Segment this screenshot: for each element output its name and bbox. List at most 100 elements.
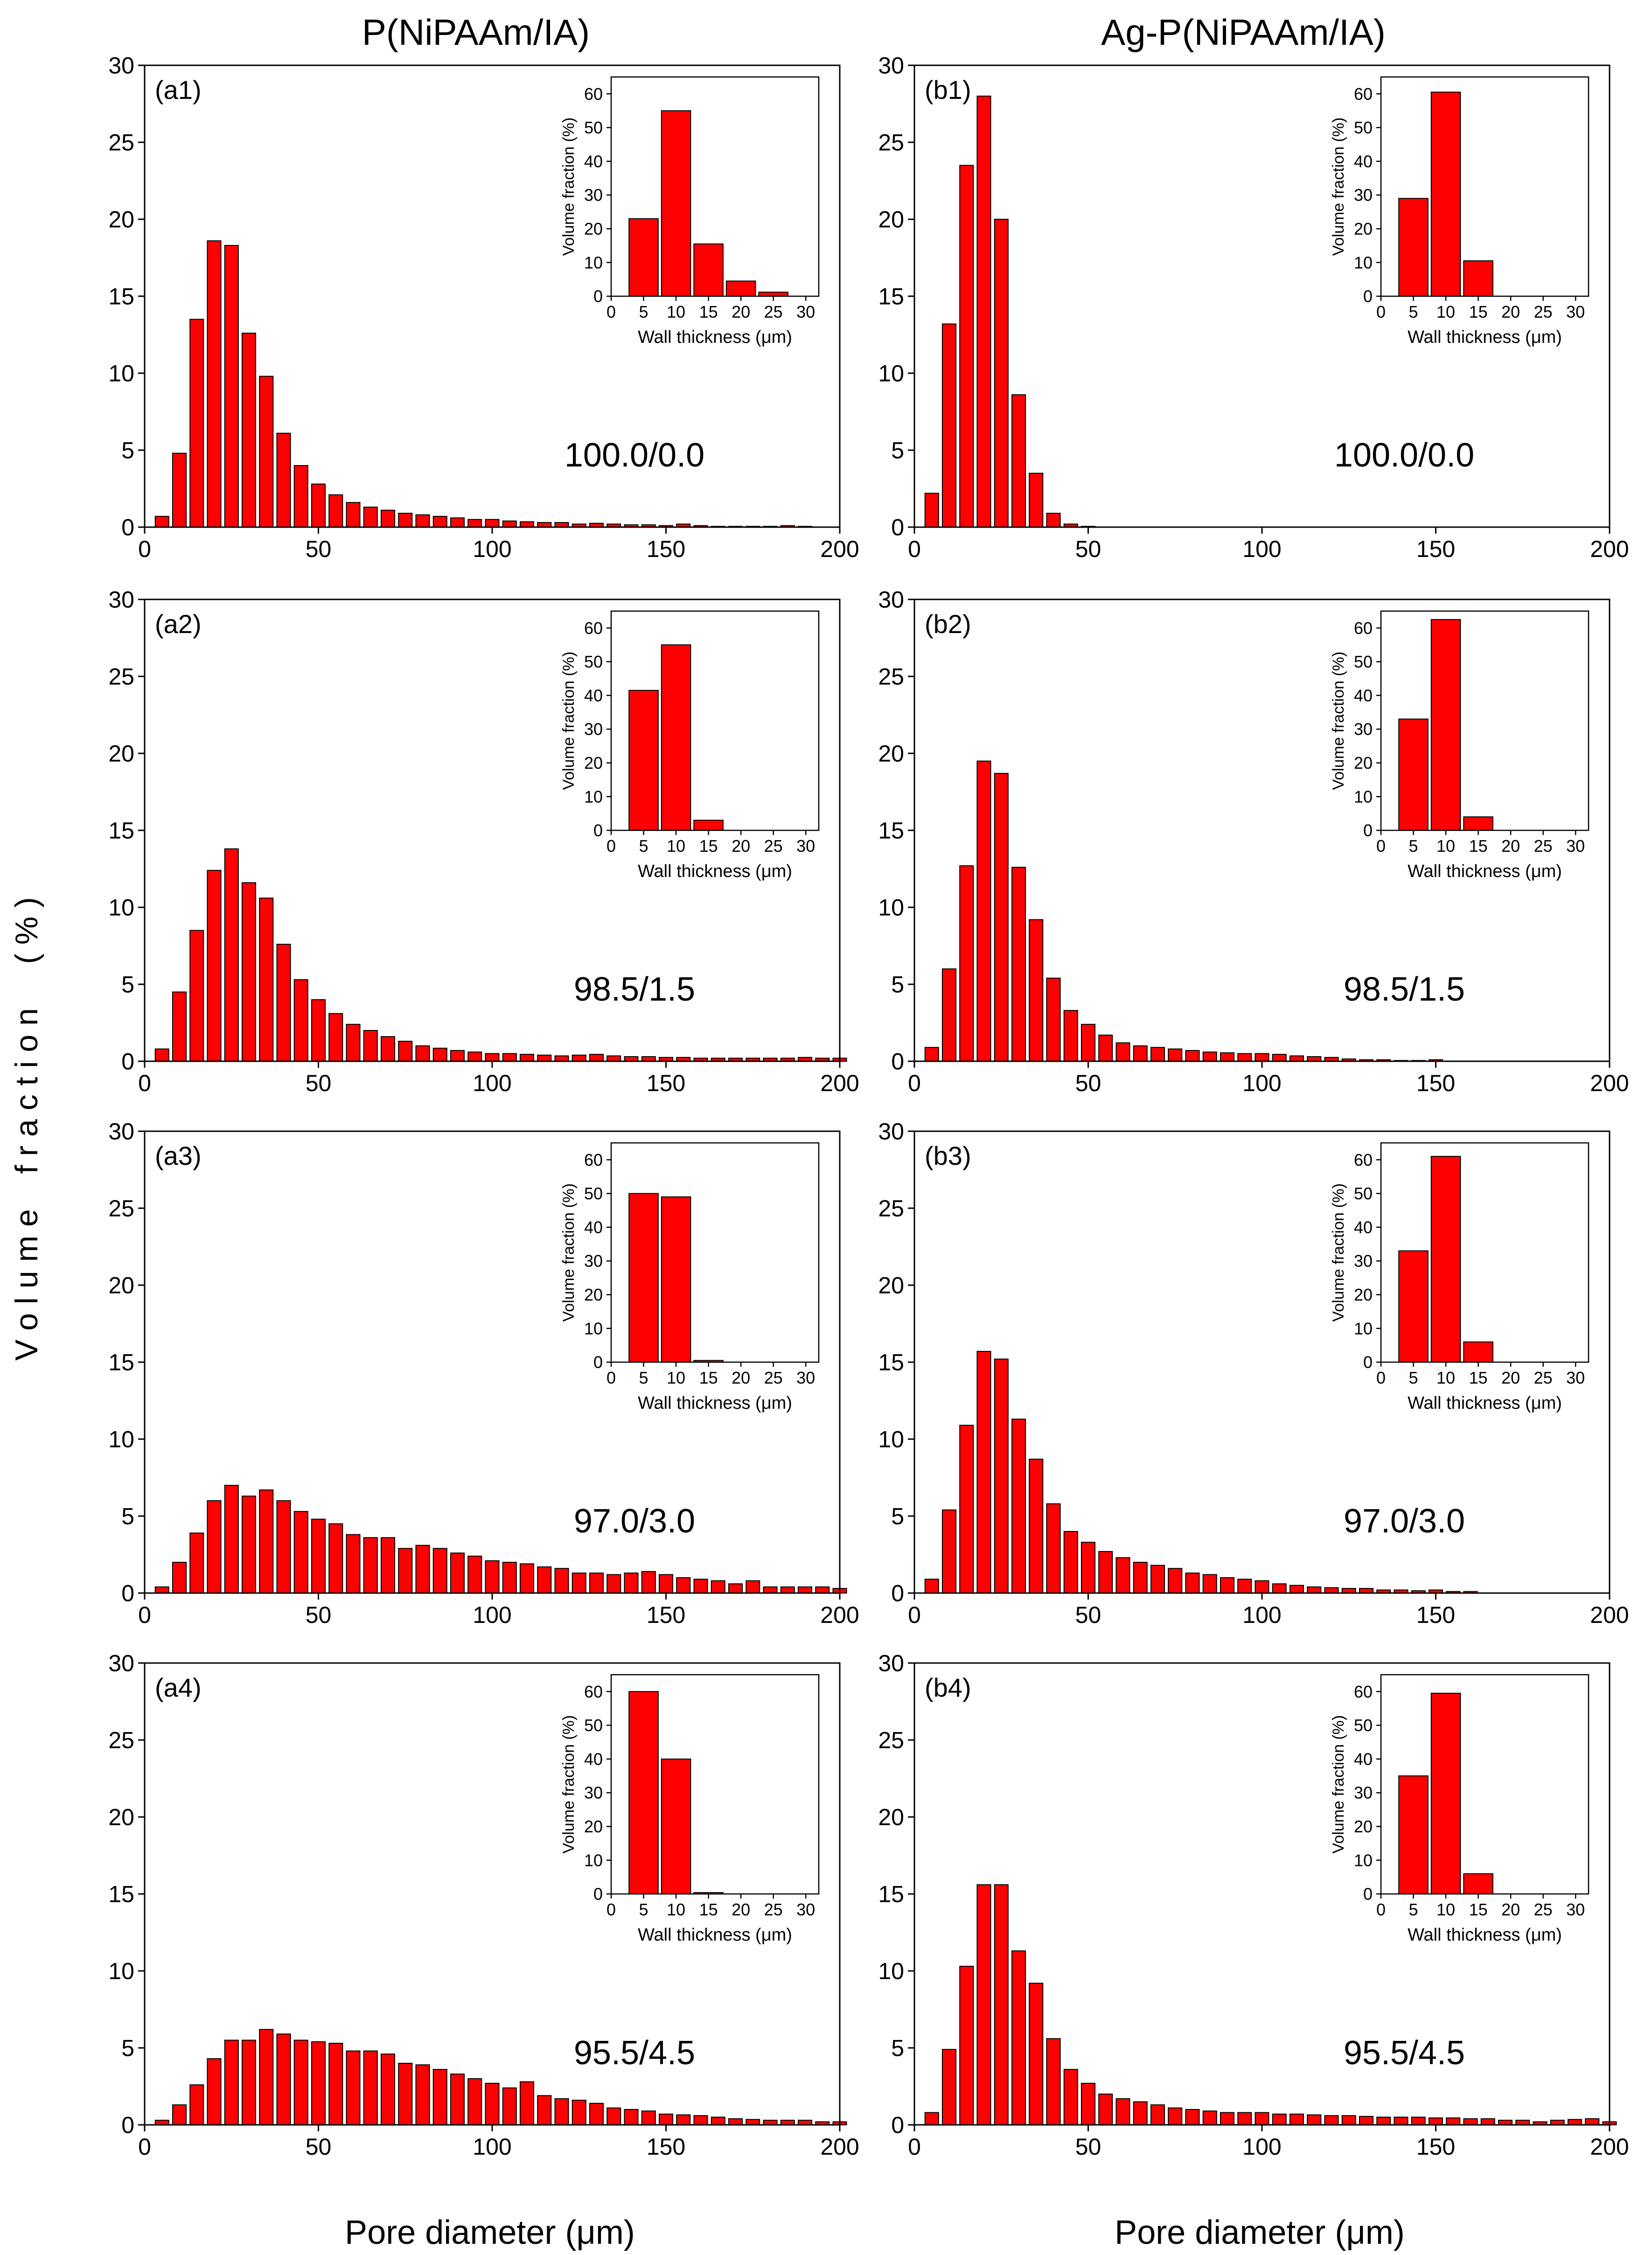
- inset-bar: [1430, 91, 1461, 297]
- inset-y-tick-label: 0: [593, 287, 603, 306]
- main-bar: [1202, 1574, 1217, 1594]
- main-bar: [224, 1485, 239, 1594]
- main-bar: [1324, 1587, 1339, 1594]
- main-bar: [415, 1045, 430, 1062]
- main-bar: [1463, 2118, 1478, 2125]
- main-bar: [311, 1518, 326, 1594]
- main-bar: [276, 2033, 291, 2125]
- main-bar: [1133, 1562, 1148, 1594]
- composition-annotation: 98.5/1.5: [574, 971, 695, 1008]
- main-bar: [259, 376, 274, 528]
- inset-y-tick-label: 20: [1354, 1285, 1373, 1304]
- inset-x-tick-label: 5: [639, 1900, 648, 1919]
- panel-label: (a3): [155, 1141, 202, 1170]
- inset-y-tick-label: 10: [584, 1851, 603, 1870]
- main-bar: [641, 1571, 656, 1594]
- main-x-tick-label: 0: [138, 536, 151, 562]
- inset-plot-frame: [610, 610, 820, 831]
- main-y-tick-label: 0: [891, 1049, 904, 1075]
- main-x-tick-label: 100: [1242, 2134, 1281, 2160]
- inset-x-tick-label: 10: [667, 302, 685, 321]
- main-bar: [241, 2039, 257, 2125]
- main-bar: [189, 930, 204, 1062]
- main-bar: [450, 2074, 465, 2126]
- inset-y-tick-label: 50: [1354, 1184, 1373, 1203]
- inset-x-tick-label: 10: [667, 836, 685, 856]
- main-bar: [797, 1586, 813, 1594]
- main-bar: [519, 1054, 535, 1062]
- main-y-tick-label: 25: [108, 130, 134, 156]
- main-bar: [537, 1566, 552, 1594]
- inset-x-tick-label: 0: [606, 1368, 616, 1387]
- inset-y-axis-label: Volume fraction (%): [1330, 1183, 1347, 1322]
- inset-x-tick-label: 25: [764, 836, 783, 856]
- main-y-tick-label: 10: [878, 1427, 904, 1453]
- main-y-tick-label: 5: [891, 2035, 904, 2061]
- inset-chart: 0 5 10 15 20 25 30 0 10 20 30 40 50 60 Wall thickness …: [560, 1142, 820, 1413]
- main-bar: [1029, 1983, 1044, 2125]
- main-bar: [467, 2078, 482, 2125]
- inset-y-tick-label: 0: [1363, 1885, 1373, 1904]
- inset-x-tick-label: 10: [1436, 302, 1455, 321]
- main-bar: [1411, 2116, 1426, 2125]
- main-y-tick-label: 5: [891, 438, 904, 464]
- main-bar: [346, 502, 361, 528]
- main-bar: [432, 1047, 447, 1062]
- inset-x-tick-label: 10: [1436, 1900, 1455, 1919]
- main-bar: [519, 521, 535, 528]
- main-bar: [241, 333, 257, 528]
- main-y-tick-label: 15: [108, 1350, 134, 1376]
- panel-label: (a2): [155, 609, 202, 639]
- inset-y-tick-label: 10: [1354, 1319, 1373, 1338]
- main-bar: [1237, 1579, 1252, 1594]
- main-y-tick-label: 0: [121, 2112, 134, 2138]
- main-bar: [241, 1496, 257, 1594]
- inset-x-axis-label: Wall thickness (μm): [1408, 1925, 1562, 1945]
- inset-y-tick-label: 20: [584, 1817, 603, 1836]
- main-bar: [959, 1425, 974, 1594]
- main-y-tick-label: 0: [891, 1580, 904, 1607]
- main-y-tick-label: 10: [878, 895, 904, 921]
- inset-x-tick-label: 10: [1436, 1368, 1455, 1387]
- main-bar: [207, 240, 222, 528]
- main-bar: [346, 2050, 361, 2126]
- inset-y-tick-label: 60: [1354, 84, 1373, 104]
- main-y-tick-label: 20: [878, 207, 904, 233]
- main-bar: [485, 2082, 500, 2125]
- inset-bar: [1398, 1775, 1429, 1894]
- main-bar: [746, 2119, 760, 2126]
- inset-bar: [1430, 1692, 1461, 1895]
- main-bar: [554, 1055, 569, 1062]
- main-bar: [572, 2100, 586, 2126]
- inset-x-tick-label: 25: [1534, 1368, 1553, 1387]
- main-x-tick-label: 200: [820, 1070, 859, 1096]
- main-bar: [189, 2084, 204, 2126]
- inset-bar: [661, 1758, 691, 1895]
- inset-chart: 0 5 10 15 20 25 30 0 10 20 30 40 50 60 Wall thickness …: [560, 76, 820, 347]
- inset-y-tick-label: 20: [584, 753, 603, 773]
- main-bar: [994, 1358, 1009, 1594]
- main-x-tick-label: 50: [306, 1602, 332, 1628]
- shared-x-axis-label-left: Pore diameter (μm): [345, 2214, 635, 2251]
- inset-x-tick-label: 25: [1534, 1900, 1553, 1919]
- main-bar: [363, 2050, 378, 2126]
- inset-bar: [628, 1193, 659, 1363]
- main-bar: [311, 999, 326, 1062]
- inset-x-tick-label: 0: [1376, 1368, 1386, 1387]
- inset-plot-frame: [610, 76, 820, 297]
- main-bar: [1185, 1573, 1200, 1594]
- main-x-tick-label: 200: [820, 1602, 859, 1628]
- main-bar: [224, 245, 239, 528]
- main-bar: [380, 2053, 396, 2126]
- main-bar: [276, 1500, 291, 1594]
- main-bar: [1080, 1023, 1096, 1062]
- panel-label: (b3): [925, 1141, 971, 1170]
- inset-y-tick-label: 60: [1354, 619, 1373, 638]
- main-bar: [1237, 2112, 1252, 2126]
- main-bar: [728, 2118, 743, 2125]
- main-y-tick-label: 0: [121, 515, 134, 541]
- inset-x-axis-label: Wall thickness (μm): [1408, 862, 1562, 881]
- inset-bar: [628, 689, 659, 831]
